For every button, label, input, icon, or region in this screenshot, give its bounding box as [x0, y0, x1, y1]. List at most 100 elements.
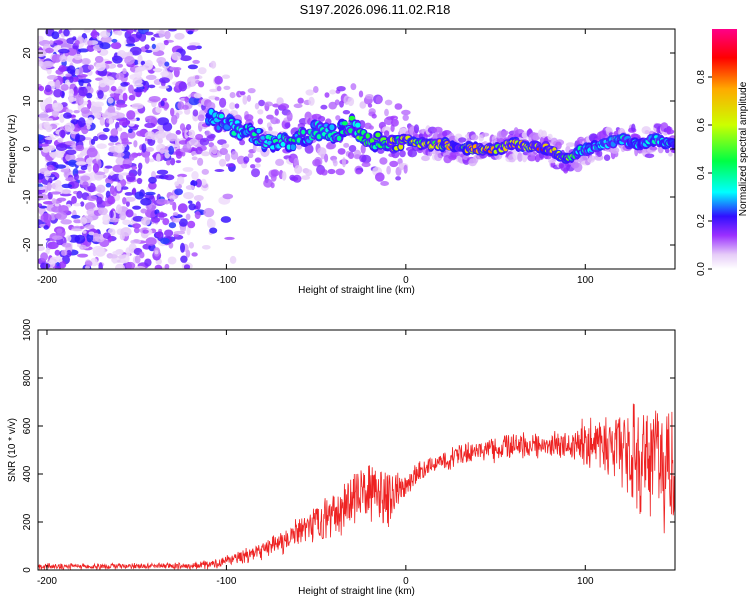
spectral-blob [117, 63, 123, 68]
spectral-blob [72, 76, 79, 83]
spectral-blob [60, 129, 66, 139]
spectral-blob [115, 204, 122, 215]
spectral-halo [239, 139, 246, 146]
ridge-point [348, 128, 353, 134]
spectral-blob [79, 244, 87, 250]
spectral-blob [148, 96, 161, 102]
spectral-blob [175, 130, 181, 135]
spectral-blob [128, 94, 136, 101]
spectral-halo [258, 99, 265, 107]
spectral-blob [148, 158, 155, 163]
spectral-blob [66, 65, 76, 75]
spectral-blob [88, 231, 95, 236]
spectral-blob [108, 142, 115, 146]
spectral-blob [220, 216, 232, 223]
spectral-halo [241, 163, 248, 169]
spectral-blob [100, 37, 112, 44]
spectral-halo [264, 101, 273, 107]
spectral-blob [49, 256, 58, 264]
spectral-halo [527, 154, 537, 162]
spectral-blob [114, 144, 125, 154]
spectral-blob [154, 250, 159, 255]
spectral-blob [110, 42, 122, 50]
x-tick-label: -200 [37, 576, 57, 587]
spectral-blob [64, 122, 75, 132]
spectral-blob [102, 213, 111, 224]
spectral-halo [207, 101, 216, 111]
spectral-blob [66, 249, 72, 258]
spectral-blob [77, 117, 86, 128]
spectral-blob [95, 61, 106, 72]
spectral-blob [80, 165, 88, 171]
spectral-blob [209, 88, 218, 93]
x-tick-label: -100 [216, 576, 236, 587]
spectral-blob [197, 157, 204, 166]
spectral-blob [168, 145, 175, 155]
spectral-blob [188, 242, 194, 249]
spectral-blob [54, 249, 61, 256]
ridge-point [223, 124, 231, 130]
spectral-blob [144, 31, 154, 36]
spectral-blob [142, 229, 149, 234]
spectral-blob [51, 206, 63, 213]
spectral-blob [66, 235, 72, 242]
spectral-halo [225, 163, 235, 168]
spectral-halo [294, 165, 303, 174]
spectral-blob [76, 74, 88, 78]
x-tick-label: 0 [403, 275, 409, 286]
spectral-blob [92, 135, 99, 142]
spectral-blob [132, 205, 142, 210]
spectral-blob [157, 117, 170, 126]
spectral-blob [44, 170, 52, 177]
spectral-blob [126, 29, 134, 34]
spectral-blob [112, 250, 120, 256]
spectral-blob [185, 213, 191, 220]
spectral-halo [181, 151, 186, 157]
y-tick-label: 400 [22, 465, 33, 482]
spectral-blob [120, 258, 125, 264]
spectral-blob [120, 227, 132, 237]
spectral-halo [327, 168, 336, 175]
spectral-halo [500, 130, 509, 136]
spectral-blob [46, 75, 58, 80]
spectral-blob [122, 92, 128, 102]
spectral-blob [116, 182, 122, 192]
spectral-halo [274, 108, 279, 116]
spectral-blob [144, 115, 156, 123]
spectral-blob [148, 176, 157, 184]
spectral-halo [359, 101, 367, 109]
spectral-halo [329, 89, 337, 95]
spectral-blob [148, 84, 156, 89]
spectral-blob [156, 198, 168, 205]
spectral-blob [51, 54, 62, 63]
spectral-blob [51, 198, 57, 205]
spectral-blob [125, 261, 136, 269]
spectral-blob [85, 119, 91, 127]
ridge-point [260, 136, 266, 140]
spectral-blob [50, 191, 62, 195]
spectral-halo [286, 111, 293, 122]
spectral-blob [135, 117, 140, 121]
spectral-blob [175, 138, 181, 147]
spectral-halo [320, 104, 328, 110]
spectral-halo [234, 103, 240, 109]
spectral-halo [358, 90, 364, 98]
spectral-blob [162, 218, 170, 226]
spectral-halo [350, 83, 357, 91]
spectral-halo [355, 170, 362, 175]
spectral-blob [196, 45, 202, 50]
spectral-blob [144, 191, 156, 196]
ridge-point [301, 129, 306, 135]
spectral-blob [128, 84, 134, 94]
spectral-blob [206, 219, 216, 229]
spectral-blob [188, 96, 200, 106]
spectral-blob [56, 228, 63, 234]
spectral-halo [603, 154, 611, 161]
spectral-blob [60, 189, 72, 195]
spectral-blob [157, 137, 164, 144]
spectral-halo [214, 96, 220, 101]
spectral-halo [197, 114, 205, 122]
spectral-blob [49, 145, 56, 151]
spectral-blob [111, 38, 118, 43]
